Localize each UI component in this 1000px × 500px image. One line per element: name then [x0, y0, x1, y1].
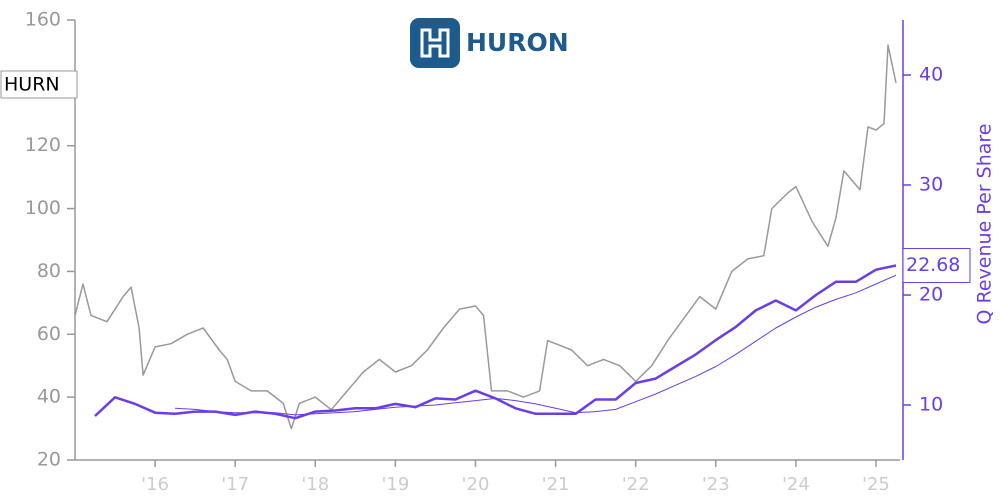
last-value-label: 22.68	[906, 254, 960, 276]
logo-text: HURON	[466, 28, 569, 57]
x-tick-label: '21	[542, 474, 570, 495]
last-value-box	[902, 248, 971, 284]
y2-tick-label: 40	[919, 64, 943, 86]
series-line	[74, 44, 897, 430]
ticker-label: HURN	[4, 74, 60, 96]
y-tick-label: 160	[25, 9, 61, 31]
x-tick-label: '19	[381, 474, 409, 495]
x-tick-label: '22	[622, 474, 650, 495]
series-line	[175, 274, 897, 416]
y2-axis-label: Q Revenue Per Share	[974, 124, 996, 325]
series-line	[94, 264, 897, 420]
x-tick-label: '23	[702, 474, 730, 495]
y-tick-label: 120	[25, 134, 61, 156]
y-tick-label: 80	[37, 260, 61, 282]
y2-tick-label: 30	[919, 174, 943, 196]
y2-tick-label: 10	[919, 394, 943, 416]
y-tick-label: 40	[37, 386, 61, 408]
ticker-box	[0, 70, 78, 99]
y2-tick-label: 20	[919, 284, 943, 306]
y-tick-label: 100	[25, 197, 61, 219]
x-tick-label: '24	[782, 474, 810, 495]
x-tick-label: '25	[862, 474, 890, 495]
logo-glyph	[420, 28, 450, 58]
x-tick-label: '16	[141, 474, 169, 495]
x-tick-label: '17	[221, 474, 249, 495]
logo-icon	[410, 18, 460, 68]
x-tick-label: '20	[462, 474, 490, 495]
x-tick-label: '18	[301, 474, 329, 495]
y-tick-label: 60	[37, 323, 61, 345]
y-tick-label: 20	[37, 449, 61, 471]
logo: HURON	[410, 18, 569, 68]
